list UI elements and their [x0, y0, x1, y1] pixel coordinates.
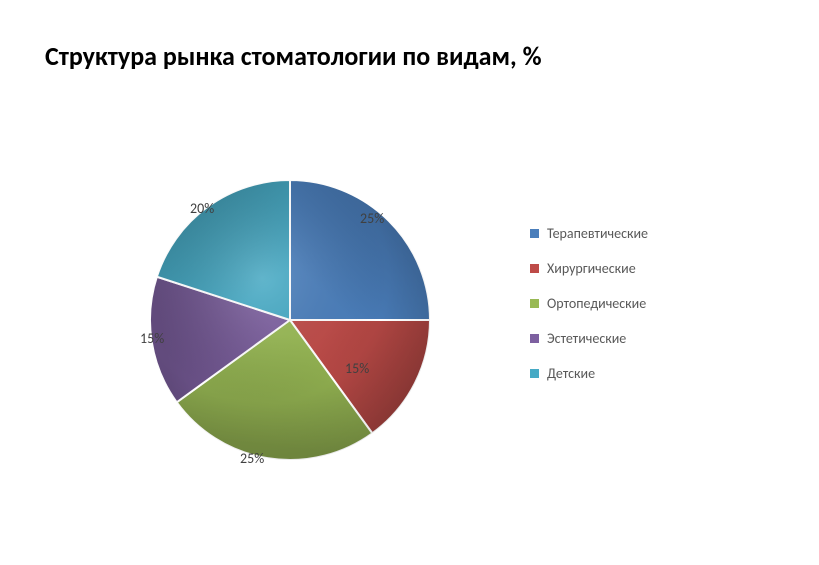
pie-svg — [130, 160, 450, 480]
data-label: 15% — [345, 360, 369, 377]
legend-item: Эстетические — [530, 330, 648, 347]
legend-label: Хирургические — [547, 260, 636, 277]
legend-label: Эстетические — [547, 330, 626, 347]
legend-item: Терапевтические — [530, 225, 648, 242]
legend: Терапевтические Хирургические Ортопедическ… — [530, 225, 648, 400]
data-label: 15% — [140, 330, 164, 347]
legend-marker — [530, 334, 539, 343]
legend-item: Детские — [530, 365, 648, 382]
chart-title: Структура рынка стоматологии по видам, % — [45, 40, 542, 72]
legend-label: Ортопедические — [547, 295, 646, 312]
legend-marker — [530, 299, 539, 308]
legend-label: Терапевтические — [547, 225, 648, 242]
data-label: 20% — [190, 200, 214, 217]
legend-item: Ортопедические — [530, 295, 648, 312]
pie-chart — [130, 160, 450, 480]
legend-marker — [530, 264, 539, 273]
legend-marker — [530, 369, 539, 378]
legend-item: Хирургические — [530, 260, 648, 277]
legend-marker — [530, 229, 539, 238]
data-label: 25% — [360, 210, 384, 227]
legend-label: Детские — [547, 365, 595, 382]
data-label: 25% — [240, 450, 264, 467]
